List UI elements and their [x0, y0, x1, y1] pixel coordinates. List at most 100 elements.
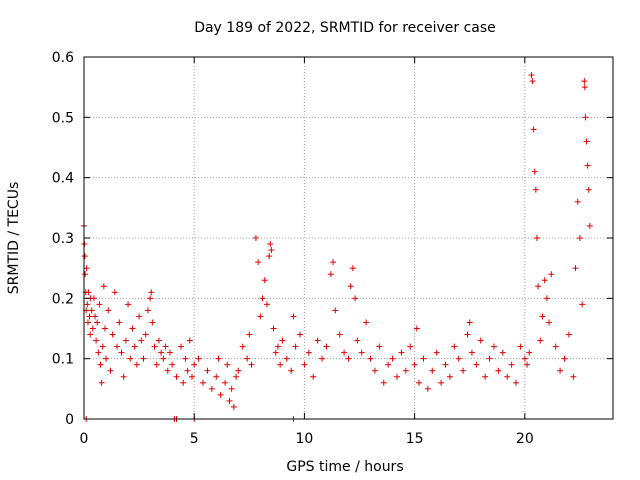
data-point [85, 289, 92, 296]
data-point [367, 355, 374, 362]
data-point [533, 235, 540, 241]
data-point [166, 349, 173, 356]
data-point [148, 289, 155, 296]
data-point [490, 343, 497, 350]
data-point [93, 337, 100, 344]
data-point [347, 283, 354, 290]
data-point [477, 337, 484, 344]
data-point [155, 337, 162, 344]
data-point [239, 343, 246, 350]
data-point [541, 277, 548, 284]
data-point [122, 337, 129, 344]
y-axis-label: SRMTID / TECUs [6, 182, 22, 295]
data-point [120, 373, 127, 380]
data-point [327, 271, 334, 278]
data-point [349, 265, 356, 272]
data-point [84, 319, 91, 326]
data-point [169, 361, 176, 368]
data-point [532, 186, 539, 193]
data-point [446, 373, 453, 380]
data-point [186, 337, 193, 344]
data-point [486, 355, 493, 362]
data-point [213, 373, 220, 380]
data-point [319, 355, 326, 362]
data-point [118, 349, 125, 356]
data-point [579, 301, 586, 308]
y-tick-label: 0.1 [52, 352, 74, 368]
data-point [398, 349, 405, 356]
data-point [222, 379, 229, 386]
data-point [451, 343, 458, 350]
data-point [116, 319, 123, 326]
data-point [228, 385, 235, 392]
data-point [94, 319, 101, 326]
data-point [455, 355, 462, 362]
data-point [83, 265, 90, 272]
data-point [546, 319, 553, 326]
data-point [292, 343, 299, 350]
data-point [164, 367, 171, 374]
data-point [376, 343, 383, 350]
data-point [266, 253, 273, 260]
data-point [81, 253, 88, 260]
data-point [581, 84, 588, 91]
data-point [508, 361, 515, 368]
data-point [358, 349, 365, 356]
data-point [180, 379, 187, 386]
data-point [226, 397, 233, 404]
data-point [100, 283, 107, 290]
data-point [429, 367, 436, 374]
data-point [107, 367, 114, 374]
data-point [482, 373, 489, 380]
data-point [230, 403, 237, 410]
data-point [101, 325, 108, 332]
data-point [248, 361, 255, 368]
data-point [140, 355, 147, 362]
data-point [336, 331, 343, 338]
data-point [352, 295, 359, 302]
data-point [283, 355, 290, 362]
data-point [268, 247, 275, 254]
data-point [288, 367, 295, 374]
data-point [380, 379, 387, 386]
data-point [468, 349, 475, 356]
data-point [521, 355, 528, 362]
data-point [582, 114, 589, 121]
data-point [96, 301, 103, 308]
data-point [87, 331, 94, 338]
data-point [208, 385, 215, 392]
data-point [323, 343, 330, 350]
data-point [84, 301, 91, 308]
y-tick-label: 0.4 [52, 171, 74, 187]
data-point [513, 379, 520, 386]
data-point [539, 313, 546, 320]
data-point [529, 78, 536, 85]
data-point [585, 186, 592, 193]
data-point [160, 355, 167, 362]
data-point [235, 367, 242, 374]
data-point [88, 307, 95, 314]
data-point [310, 373, 317, 380]
data-point [153, 361, 160, 368]
y-tick-label: 0.2 [52, 291, 74, 307]
y-tick-label: 0.5 [52, 110, 74, 126]
data-point [103, 355, 110, 362]
data-point [136, 313, 143, 320]
data-point [524, 361, 531, 368]
x-tick-label: 0 [80, 431, 89, 447]
data-point [109, 331, 116, 338]
data-point [385, 361, 392, 368]
data-point [389, 355, 396, 362]
data-point [413, 325, 420, 332]
data-point [565, 331, 572, 338]
data-point [259, 295, 266, 302]
data-point [114, 343, 121, 350]
data-point [570, 373, 577, 380]
data-point [173, 373, 180, 380]
data-point [270, 325, 277, 332]
data-point [127, 355, 134, 362]
data-point [354, 337, 361, 344]
x-tick-label: 15 [406, 431, 424, 447]
data-point [189, 373, 196, 380]
data-point [105, 307, 112, 314]
